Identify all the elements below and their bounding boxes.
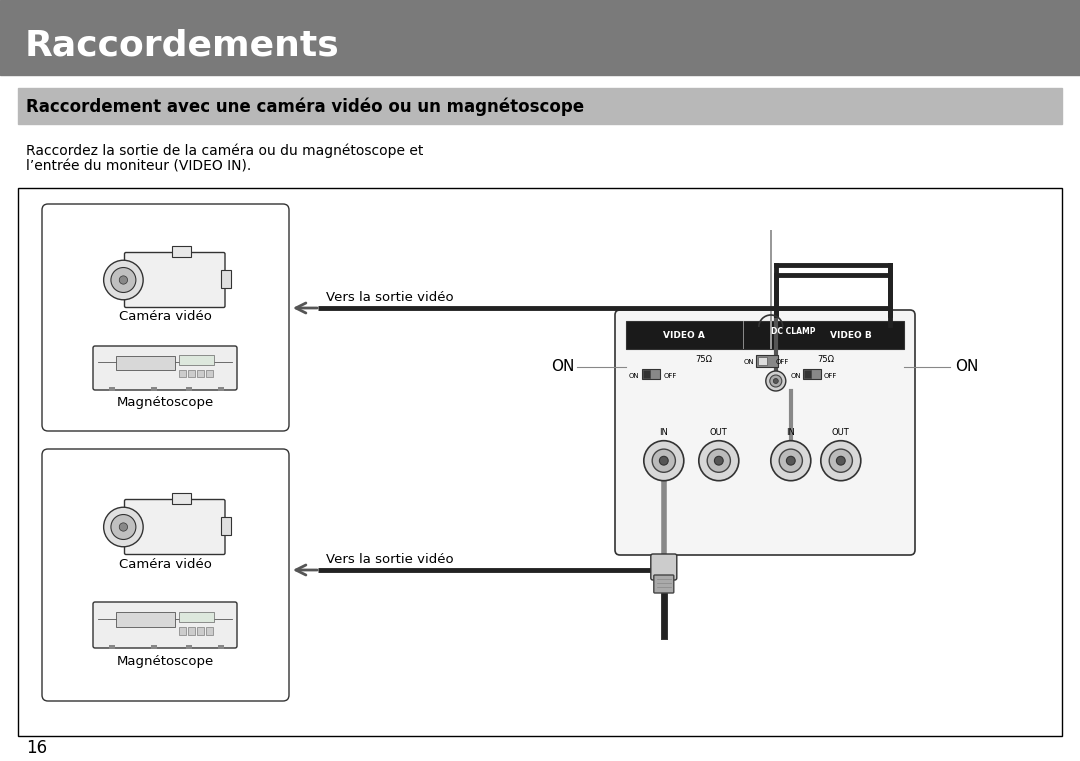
Bar — [206, 627, 214, 635]
FancyBboxPatch shape — [93, 602, 237, 648]
Bar — [188, 627, 195, 635]
Circle shape — [104, 260, 144, 300]
Circle shape — [836, 457, 846, 465]
FancyBboxPatch shape — [42, 449, 289, 701]
Circle shape — [111, 514, 136, 540]
Text: IN: IN — [660, 428, 669, 438]
Text: OUT: OUT — [832, 428, 850, 438]
Text: 16: 16 — [26, 739, 48, 757]
FancyBboxPatch shape — [124, 253, 225, 307]
Bar — [179, 627, 186, 635]
Bar — [0, 0, 1080, 75]
Bar — [179, 370, 186, 377]
Bar — [759, 313, 783, 327]
Circle shape — [119, 523, 127, 531]
Circle shape — [660, 457, 669, 465]
Circle shape — [714, 457, 724, 465]
Bar — [218, 387, 224, 391]
Text: Caméra vidéo: Caméra vidéo — [119, 310, 212, 323]
Bar — [116, 613, 175, 627]
Circle shape — [821, 441, 861, 481]
Text: ON: ON — [552, 359, 575, 374]
Text: Raccordements: Raccordements — [25, 29, 340, 63]
Bar — [172, 493, 191, 504]
Text: OFF: OFF — [824, 373, 837, 379]
Text: 75Ω: 75Ω — [818, 355, 834, 364]
Bar — [198, 370, 204, 377]
Bar — [802, 369, 821, 379]
Bar — [18, 188, 1062, 736]
Bar — [198, 627, 204, 635]
Bar — [642, 369, 660, 379]
Text: ON: ON — [791, 373, 801, 379]
Bar — [221, 517, 231, 535]
Text: Vers la sortie vidéo: Vers la sortie vidéo — [326, 553, 454, 566]
Text: Raccordement avec une caméra vidéo ou un magnétoscope: Raccordement avec une caméra vidéo ou un… — [26, 97, 584, 116]
Text: Caméra vidéo: Caméra vidéo — [119, 558, 212, 571]
Bar — [743, 321, 744, 349]
Circle shape — [644, 441, 684, 481]
FancyBboxPatch shape — [124, 499, 225, 555]
Bar — [109, 645, 114, 649]
Text: OFF: OFF — [663, 373, 677, 379]
Bar — [643, 370, 650, 378]
Text: Vers la sortie vidéo: Vers la sortie vidéo — [326, 291, 454, 304]
Bar — [179, 612, 214, 622]
Text: ON: ON — [955, 359, 978, 374]
Text: IN: IN — [786, 428, 795, 438]
Bar — [804, 370, 811, 378]
Circle shape — [766, 371, 786, 391]
Text: OFF: OFF — [777, 359, 789, 365]
Bar — [116, 356, 175, 370]
Text: l’entrée du moniteur (VIDEO IN).: l’entrée du moniteur (VIDEO IN). — [26, 160, 252, 174]
Bar — [756, 355, 778, 367]
Circle shape — [104, 508, 144, 546]
FancyBboxPatch shape — [93, 346, 237, 390]
Text: Raccordez la sortie de la caméra ou du magnétoscope et: Raccordez la sortie de la caméra ou du m… — [26, 143, 423, 158]
Bar — [109, 387, 114, 391]
Bar — [188, 370, 195, 377]
Circle shape — [699, 441, 739, 481]
Text: Magnétoscope: Magnétoscope — [117, 396, 214, 409]
Text: ON: ON — [743, 359, 754, 365]
Circle shape — [786, 457, 795, 465]
FancyBboxPatch shape — [42, 204, 289, 431]
Text: 75Ω: 75Ω — [696, 355, 713, 364]
Bar — [18, 88, 1062, 124]
FancyBboxPatch shape — [651, 554, 677, 580]
Bar — [221, 269, 231, 288]
Text: VIDEO B: VIDEO B — [831, 330, 872, 339]
FancyBboxPatch shape — [615, 310, 915, 555]
Bar — [218, 645, 224, 649]
Bar — [172, 247, 191, 256]
Circle shape — [111, 268, 136, 292]
Bar — [151, 645, 157, 649]
Circle shape — [770, 375, 782, 387]
FancyBboxPatch shape — [653, 575, 674, 593]
Bar — [151, 387, 157, 391]
Bar — [770, 230, 771, 349]
Text: OUT: OUT — [710, 428, 728, 438]
Bar — [758, 357, 767, 365]
Circle shape — [707, 449, 730, 473]
Text: VIDEO A: VIDEO A — [663, 330, 705, 339]
Bar — [186, 387, 191, 391]
Text: DC CLAMP: DC CLAMP — [770, 327, 815, 336]
Bar — [206, 370, 214, 377]
Circle shape — [119, 275, 127, 284]
Circle shape — [829, 449, 852, 473]
Bar — [186, 645, 191, 649]
Text: ON: ON — [629, 373, 639, 379]
Circle shape — [771, 441, 811, 481]
Text: Magnétoscope: Magnétoscope — [117, 655, 214, 668]
Circle shape — [652, 449, 675, 473]
Circle shape — [773, 378, 779, 384]
Bar — [626, 321, 904, 349]
Circle shape — [779, 449, 802, 473]
Bar — [179, 355, 214, 365]
